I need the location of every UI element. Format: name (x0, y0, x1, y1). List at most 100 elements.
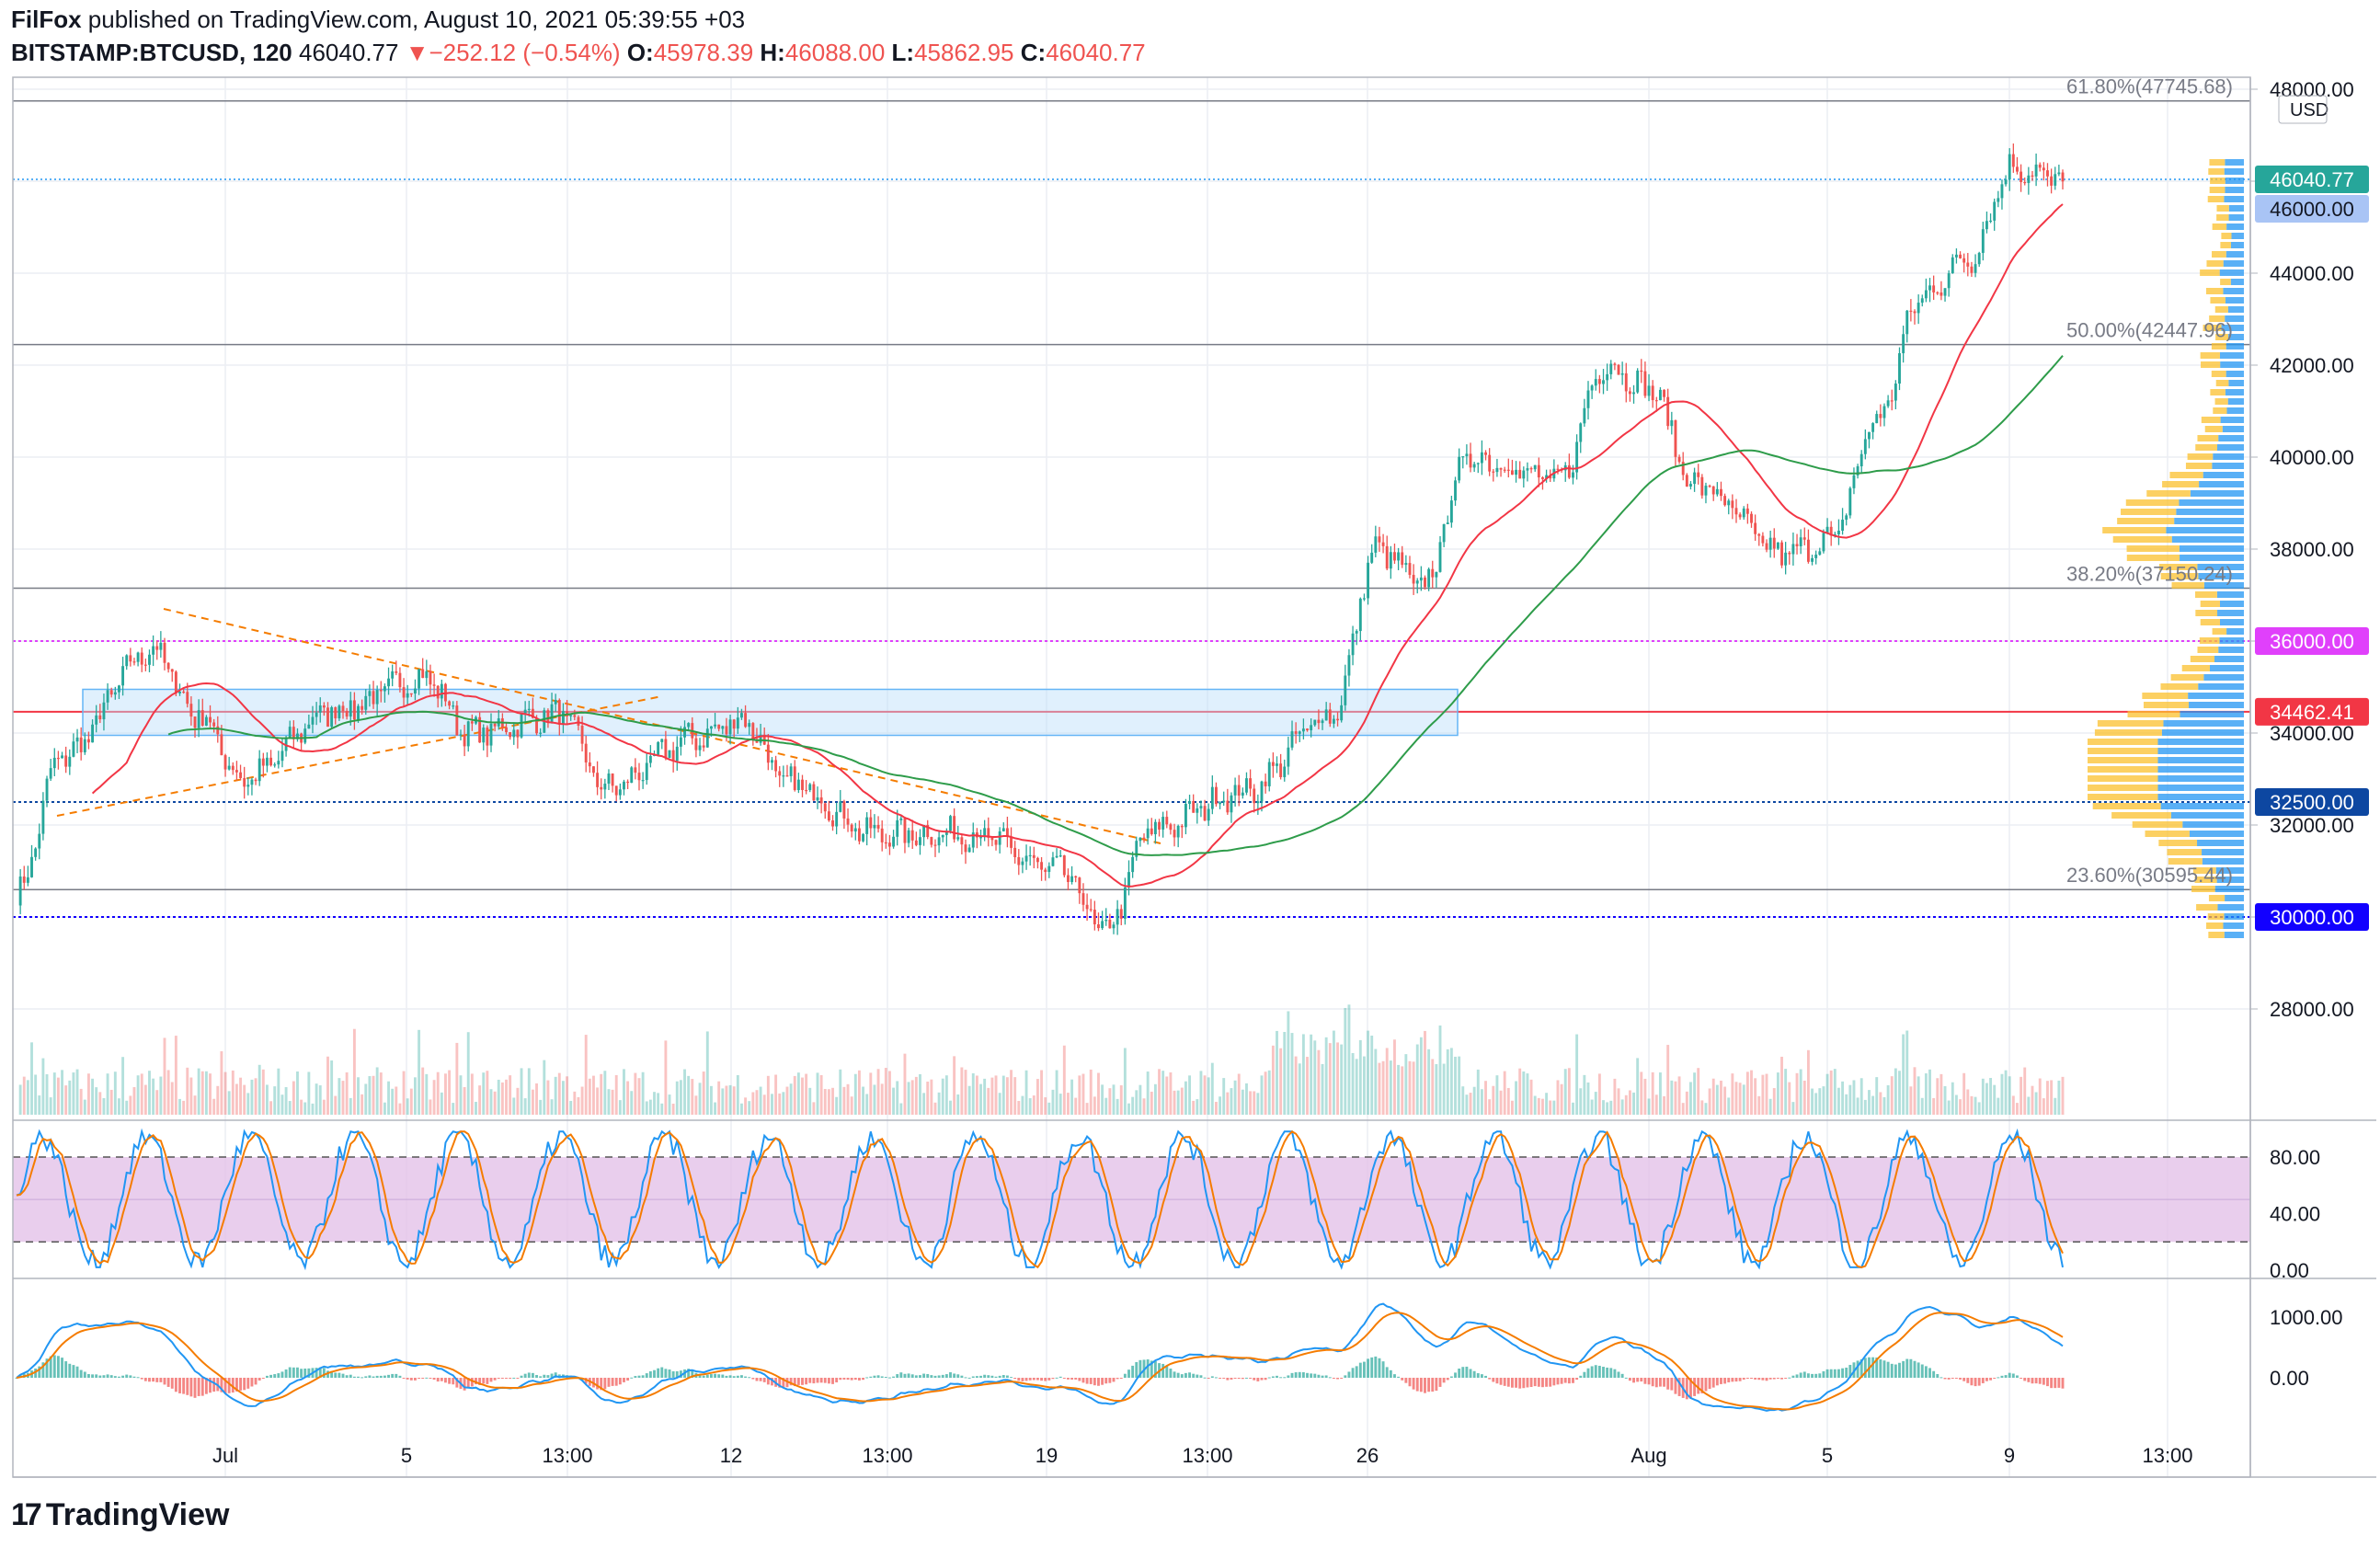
candle-body (121, 666, 125, 686)
candle-body (683, 727, 686, 738)
candle-body (1062, 855, 1066, 876)
macd-histogram-bar (873, 1375, 876, 1378)
macd-histogram-bar (1469, 1369, 1472, 1378)
profile-bar-down (2197, 647, 2219, 653)
candle-body (588, 762, 591, 767)
candle-body (1518, 469, 1522, 479)
volume-bar (1101, 1084, 1104, 1115)
macd-histogram-bar (1344, 1375, 1347, 1378)
volume-bar (971, 1072, 975, 1115)
candle-body (1431, 568, 1435, 578)
profile-bar-down (2145, 831, 2190, 837)
macd-histogram-bar (360, 1377, 364, 1379)
macd-histogram-bar (535, 1374, 538, 1378)
price-tag-bg (2255, 788, 2369, 816)
volume-bar (352, 1028, 356, 1115)
profile-bar-down (2216, 205, 2229, 212)
candle-body (1654, 400, 1658, 402)
macd-histogram-bar (95, 1374, 98, 1378)
publisher-name[interactable]: FilFox (11, 6, 82, 33)
volume-bar (61, 1070, 63, 1115)
volume-bar (2027, 1096, 2031, 1115)
macd-histogram-bar (1294, 1372, 1298, 1378)
volume-bar (744, 1097, 748, 1115)
candle-body (1556, 468, 1560, 470)
volume-bar (330, 1060, 334, 1115)
macd-histogram-bar (876, 1375, 880, 1378)
volume-bar (793, 1075, 796, 1115)
candle-body (1997, 198, 2000, 202)
volume-bar (121, 1057, 125, 1115)
profile-bar-down (2143, 702, 2190, 708)
volume-bar (1488, 1099, 1492, 1115)
candle-body (338, 705, 341, 719)
volume-bar (1886, 1084, 1890, 1115)
candle-body (1161, 817, 1165, 830)
candle-body (907, 830, 910, 843)
symbol-label[interactable]: BITSTAMP:BTCUSD, 120 (11, 39, 292, 66)
candle-body (896, 819, 899, 837)
volume-bar (1993, 1084, 1997, 1115)
macd-histogram-bar (1954, 1378, 1958, 1379)
candle-body (113, 692, 117, 695)
volume-bar (1358, 1039, 1362, 1115)
volume-bar (239, 1077, 242, 1115)
tradingview-logo[interactable]: 17 TradingView (11, 1497, 229, 1533)
volume-bar (1290, 1033, 1294, 1115)
volume-bar (960, 1067, 964, 1115)
volume-bar (1449, 1048, 1453, 1115)
profile-bar-up (2224, 932, 2244, 938)
volume-bar (698, 1083, 702, 1115)
macd-histogram-bar (679, 1370, 682, 1378)
profile-bar-up (2225, 895, 2244, 901)
candle-body (1446, 522, 1449, 524)
macd-histogram-bar (288, 1367, 292, 1378)
candle-body (1180, 825, 1184, 828)
open-label: O: (626, 39, 654, 66)
candle-body (1723, 496, 1727, 506)
candle-body (998, 831, 1001, 845)
volume-bar (869, 1072, 873, 1115)
macd-histogram-bar (865, 1377, 869, 1379)
candle-body (1028, 854, 1032, 857)
volume-bar (98, 1092, 102, 1115)
candle-body (1985, 221, 1988, 230)
macd-histogram-bar (257, 1378, 261, 1381)
volume-bar (1920, 1097, 1924, 1115)
volume-bar (1215, 1101, 1218, 1115)
volume-bar (478, 1085, 482, 1115)
macd-histogram-bar (132, 1376, 136, 1378)
volume-bar (1032, 1095, 1036, 1115)
time-tick-label: Jul (212, 1444, 238, 1467)
macd-histogram-bar (607, 1378, 611, 1387)
macd-histogram-bar (1336, 1378, 1339, 1380)
candle-body (125, 655, 129, 667)
candle-body (1879, 414, 1882, 418)
macd-histogram-bar (987, 1375, 990, 1378)
ohlc-legend: BITSTAMP:BTCUSD, 120 46040.77 ▼−252.12 (… (11, 39, 1146, 67)
macd-histogram-bar (1811, 1373, 1814, 1378)
candle-body (2000, 184, 2004, 199)
volume-bar (1727, 1097, 1731, 1115)
volume-bar (1981, 1078, 1985, 1115)
volume-bar (436, 1071, 440, 1115)
profile-bar-down (2195, 591, 2217, 598)
volume-bar (1977, 1102, 1981, 1115)
macd-histogram-bar (1761, 1378, 1765, 1381)
macd-histogram-bar (1484, 1375, 1487, 1378)
volume-bar (1010, 1070, 1013, 1115)
candle-body (705, 728, 709, 748)
candle-body (1313, 719, 1317, 726)
volume-bar (1757, 1095, 1761, 1115)
candle-body (520, 713, 523, 738)
macd-histogram-bar (322, 1368, 326, 1378)
candle-body (1597, 379, 1601, 384)
profile-bar-up (2215, 867, 2244, 874)
macd-histogram-bar (1697, 1378, 1700, 1394)
macd-histogram-bar (383, 1375, 386, 1378)
volume-bar (1917, 1076, 1920, 1115)
macd-histogram-bar (1917, 1362, 1920, 1378)
profile-bar-down (2200, 619, 2220, 625)
candle-body (1993, 201, 1997, 221)
